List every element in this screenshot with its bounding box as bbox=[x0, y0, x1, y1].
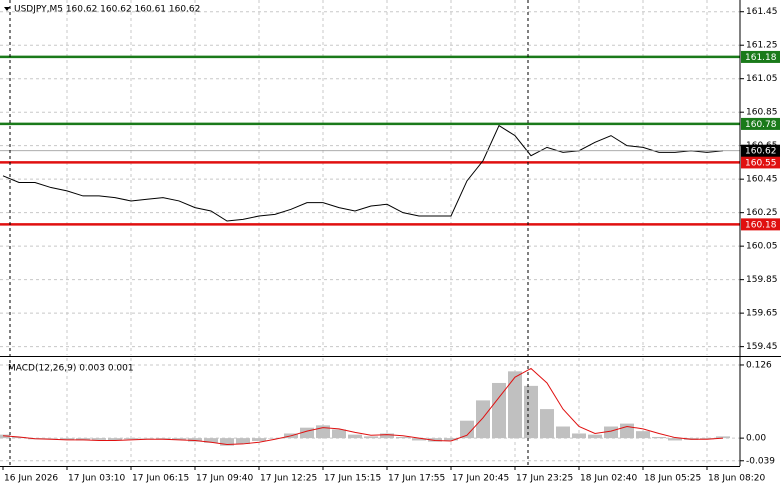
menu-arrow bbox=[4, 7, 10, 11]
histogram-bar bbox=[60, 438, 74, 440]
y-tick-label: 161.05 bbox=[746, 74, 778, 84]
histogram-bar bbox=[508, 371, 522, 439]
y-tick-label: 161.45 bbox=[746, 7, 778, 17]
level-label: 160.55 bbox=[745, 158, 777, 168]
histogram-bar bbox=[492, 382, 506, 439]
y-tick-label: 160.05 bbox=[746, 242, 778, 252]
signal-line bbox=[2, 367, 724, 446]
x-tick-label: 18 Jun 08:20 bbox=[708, 474, 765, 484]
x-tick-label: 18 Jun 02:40 bbox=[580, 474, 637, 484]
y-tick-label: 160.45 bbox=[746, 175, 778, 185]
current-price-label: 160.62 bbox=[745, 147, 777, 157]
level-label: 160.78 bbox=[745, 120, 777, 130]
label-layer: 161.18 160.78 160.55 160.18 160.62 16 Jun 202… bbox=[2, 50, 780, 484]
histogram-bar bbox=[380, 433, 394, 439]
level-tag bbox=[741, 218, 780, 231]
level-tag bbox=[741, 117, 780, 130]
histogram-bar bbox=[268, 438, 282, 439]
histogram-bar bbox=[140, 438, 154, 439]
histogram-bar bbox=[76, 438, 90, 441]
histogram-bar bbox=[556, 426, 570, 439]
histogram-bar bbox=[636, 431, 650, 439]
histogram-bar bbox=[12, 436, 26, 439]
mark-layer bbox=[0, 55, 740, 446]
chart-title: USDJPY,M5 160.62 160.62 160.61 160.62 bbox=[14, 5, 200, 15]
histogram-bar bbox=[588, 434, 602, 439]
histogram-bar bbox=[540, 409, 554, 439]
x-tick-label: 16 Jun 2026 bbox=[4, 474, 58, 484]
y-tick-label: -0.039 bbox=[746, 456, 775, 466]
histogram-bar bbox=[460, 420, 474, 439]
y-tick-label: 161.25 bbox=[746, 41, 778, 51]
grid-layer: 159.45 159.65 159.85 160.05 160.25 160.45 160.… bbox=[0, 0, 778, 466]
x-tick-label: 18 Jun 05:25 bbox=[644, 474, 701, 484]
histogram-bar bbox=[668, 438, 682, 441]
price-line bbox=[2, 124, 724, 222]
histogram-bar bbox=[428, 438, 442, 442]
level-tag bbox=[741, 156, 780, 169]
histogram-bar bbox=[236, 438, 250, 444]
x-tick-label: 17 Jun 20:45 bbox=[452, 474, 509, 484]
histogram-bar bbox=[108, 438, 122, 441]
histogram-bar bbox=[524, 385, 538, 439]
current-price-tag bbox=[741, 144, 780, 157]
x-tick-label: 17 Jun 17:55 bbox=[388, 474, 445, 484]
histogram-bar bbox=[396, 436, 410, 439]
histogram-bar bbox=[172, 438, 186, 440]
histogram-bar bbox=[716, 436, 730, 439]
histogram-bar bbox=[572, 433, 586, 439]
y-tick-label: 159.45 bbox=[746, 342, 778, 352]
x-tick-label: 17 Jun 03:10 bbox=[68, 474, 125, 484]
x-tick-label: 17 Jun 06:15 bbox=[132, 474, 189, 484]
histogram-bar bbox=[44, 438, 58, 439]
histogram-bar bbox=[700, 438, 714, 440]
y-tick-label: 0.126 bbox=[746, 360, 772, 370]
level-tag bbox=[741, 50, 780, 63]
y-tick-label: 159.65 bbox=[746, 309, 778, 319]
level-label: 161.18 bbox=[745, 53, 777, 63]
histogram-bar bbox=[220, 438, 234, 446]
histogram-bar bbox=[444, 438, 458, 441]
histogram-bar bbox=[252, 438, 266, 442]
y-tick-label: 159.85 bbox=[746, 275, 778, 285]
histogram-bar bbox=[300, 427, 314, 439]
histogram-bar bbox=[476, 400, 490, 439]
y-tick-label: 160.25 bbox=[746, 208, 778, 218]
histogram-bar bbox=[204, 438, 218, 443]
histogram-bar bbox=[124, 438, 138, 440]
y-tick-label: 160.85 bbox=[746, 108, 778, 118]
histogram-bar bbox=[620, 423, 634, 439]
x-tick-label: 17 Jun 23:25 bbox=[516, 474, 573, 484]
histogram-bar bbox=[188, 438, 202, 442]
histogram-bar bbox=[604, 426, 618, 439]
histogram-bar bbox=[652, 436, 666, 439]
level-label: 160.18 bbox=[745, 220, 777, 230]
x-tick-label: 17 Jun 09:40 bbox=[196, 474, 253, 484]
histogram-bar bbox=[364, 436, 378, 439]
histogram-bar bbox=[412, 438, 426, 441]
y-tick-label: 0.00 bbox=[746, 434, 766, 444]
macd-title: MACD(12,26,9) 0.003 0.001 bbox=[8, 364, 134, 374]
histogram-bar bbox=[156, 438, 170, 440]
histogram-bar bbox=[332, 429, 346, 439]
histogram-bar bbox=[348, 434, 362, 439]
histogram-bar bbox=[92, 438, 106, 440]
x-tick-label: 17 Jun 15:15 bbox=[324, 474, 381, 484]
x-tick-label: 17 Jun 12:25 bbox=[260, 474, 317, 484]
